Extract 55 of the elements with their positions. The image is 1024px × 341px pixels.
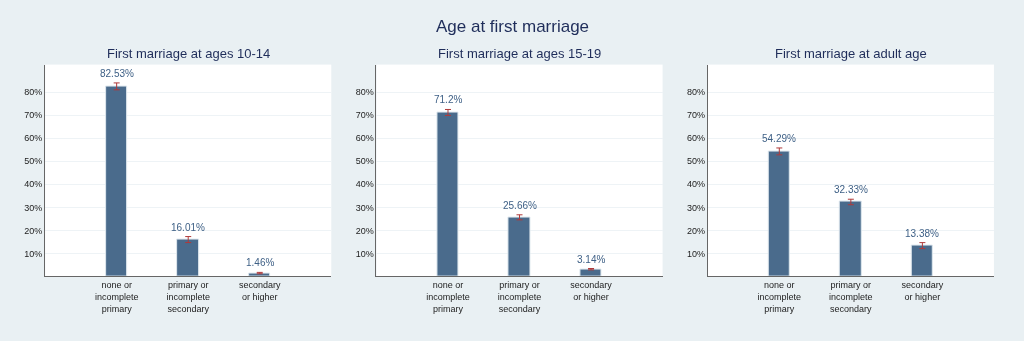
y-tick-label: 20% [686,225,705,236]
bar [838,200,862,277]
x-tick-label: none or incomplete primary [426,280,470,314]
x-tick-label: secondary or higher [901,280,944,302]
y-tick-label: 20% [24,225,43,236]
y-tick-label: 30% [686,202,705,213]
y-tick-label: 80% [355,87,374,98]
y-tick-label: 60% [686,133,705,144]
y-tick-label: 70% [355,110,374,121]
x-tick-label: primary or incomplete secondary [166,280,210,314]
y-tick-label: 10% [355,248,374,259]
bar [248,272,271,277]
bar [910,244,933,277]
bar [579,268,602,277]
y-tick-label: 70% [686,110,705,121]
y-tick-label: 80% [24,87,43,98]
x-tick-label: primary or incomplete secondary [829,280,873,314]
bar [105,85,128,277]
data-label: 25.66% [503,200,538,211]
x-tick-label: secondary or higher [570,280,613,302]
data-label: 3.14% [577,254,606,265]
x-tick-label: none or incomplete primary [757,280,802,314]
chart-title: First marriage at ages 10-14 [107,46,271,61]
bar [767,150,790,277]
y-tick-label: 10% [24,248,43,259]
y-tick-label: 40% [355,179,374,190]
chart-title: First marriage at ages 15-19 [438,46,602,61]
y-tick-label: 30% [355,202,374,213]
y-tick-label: 70% [24,110,43,121]
y-tick-label: 20% [355,225,374,236]
data-label: 16.01% [171,222,206,233]
data-label: 54.29% [762,133,797,144]
bar [436,111,459,277]
text: Age at first marriage [436,17,590,36]
y-tick-label: 30% [24,202,43,213]
bar [507,216,531,277]
y-tick-label: 60% [24,133,43,144]
y-tick-label: 50% [24,156,43,167]
y-tick-label: 40% [686,179,705,190]
y-tick-label: 50% [355,156,374,167]
y-tick-label: 60% [355,133,374,144]
data-label: 1.46% [246,257,275,268]
bar [176,238,200,277]
y-tick-label: 40% [24,179,43,190]
x-tick-label: secondary or higher [238,280,281,302]
x-tick-label: none or incomplete primary [94,280,139,314]
y-tick-label: 80% [686,87,705,98]
y-tick-label: 10% [686,248,705,259]
data-label: 13.38% [905,228,940,239]
data-label: 71.2% [434,94,463,105]
data-label: 32.33% [834,184,869,195]
chart-title: First marriage at adult age [775,46,927,61]
data-label: 82.53% [100,68,135,79]
x-tick-label: primary or incomplete secondary [497,280,542,314]
y-tick-label: 50% [686,156,705,167]
